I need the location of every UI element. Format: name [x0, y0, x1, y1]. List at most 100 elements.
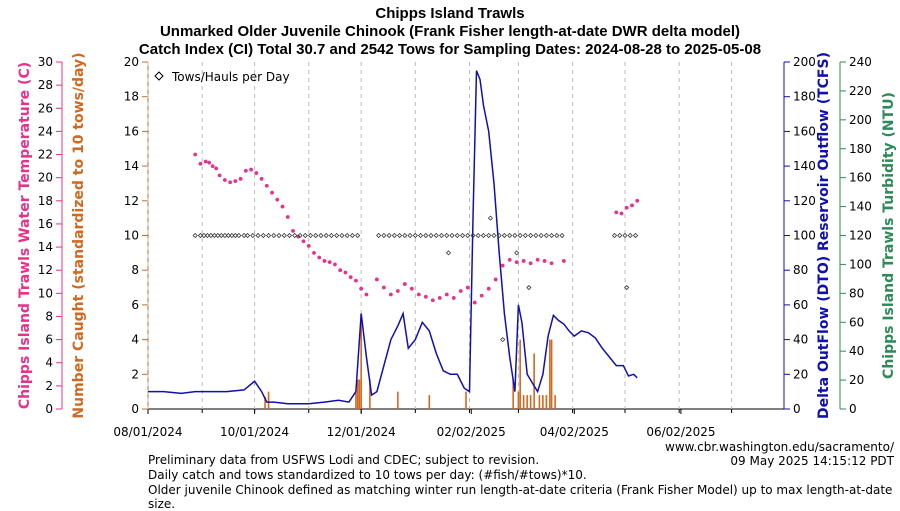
temperature-point: [388, 292, 393, 297]
tows-point: [554, 232, 560, 239]
tows-point: [229, 232, 235, 239]
catch-bar: [465, 391, 467, 409]
temperature-point: [296, 234, 301, 239]
temperature-point: [348, 275, 353, 280]
temperature-point: [430, 298, 435, 303]
temperature-point: [437, 296, 442, 300]
temperature-point: [285, 215, 290, 219]
tows-point: [222, 232, 228, 239]
temperature-point: [228, 180, 233, 185]
temperature-point: [291, 228, 295, 233]
y-tick-label: 120: [793, 194, 816, 208]
tows-point: [281, 232, 287, 239]
catch-bar: [554, 395, 556, 409]
tows-point: [402, 232, 408, 239]
tows-point: [465, 232, 471, 239]
catch-bar: [355, 391, 357, 409]
tows-point: [215, 232, 221, 239]
note-definition: Older juvenile Chinook defined as matchi…: [148, 483, 893, 511]
temperature-point: [423, 294, 428, 299]
tows-point: [438, 232, 445, 239]
temperature-point: [395, 289, 400, 293]
tows-point: [611, 232, 618, 239]
temperature-point: [233, 179, 238, 184]
y-tick-label: 0: [793, 402, 801, 416]
tows-point: [225, 232, 231, 239]
catch-bar: [360, 313, 362, 409]
temperature-point: [542, 259, 547, 263]
temperature-point: [327, 260, 332, 265]
temperature-point: [549, 261, 554, 266]
y-tick-label: 180: [849, 142, 872, 156]
tows-point: [397, 232, 403, 239]
y-tick-label: 160: [793, 124, 816, 138]
temperature-point: [614, 210, 619, 215]
right-inner-label: Delta OutFlow (DTO) Reservoir Outflow (T…: [816, 52, 832, 419]
tows-point: [617, 232, 623, 239]
y-tick-label: 12: [124, 194, 139, 208]
temperature-point: [301, 239, 306, 244]
temperature-point: [243, 168, 248, 173]
note-preliminary: Preliminary data from USFWS Lodi and CDE…: [148, 453, 540, 467]
catch-bar: [512, 379, 514, 409]
catch-bars: [264, 313, 556, 409]
tows-point: [445, 250, 452, 256]
temperature-point: [198, 161, 203, 166]
tows-point: [512, 232, 518, 239]
catch-bar: [529, 395, 532, 409]
note-standardized: Daily catch and tows standardized to 10 …: [148, 468, 587, 482]
y-tick-label: 60: [849, 315, 864, 329]
temperature-point: [479, 293, 484, 298]
tows-point: [271, 232, 277, 239]
x-tick-label: 02/02/2025: [437, 425, 506, 439]
temperature-point: [275, 197, 280, 202]
tows-point: [632, 232, 639, 239]
source-url[interactable]: www.cbr.washington.edu/sacramento/: [665, 440, 894, 454]
temperature-point: [217, 173, 222, 178]
tows-point: [255, 232, 261, 239]
temperature-point: [635, 198, 640, 203]
tows-point: [201, 232, 207, 239]
catch-bar: [397, 391, 399, 409]
catch-bar: [517, 391, 520, 409]
tows-point: [444, 232, 450, 239]
tows-point: [514, 250, 520, 256]
left-outer-label: Chipps Island Trawls Water Temperature (…: [17, 62, 33, 409]
y-tick-label: 20: [849, 373, 864, 387]
temperature-point: [521, 259, 526, 263]
temperature-point: [528, 261, 533, 266]
tows-point: [245, 232, 251, 239]
y-tick-label: 6: [45, 333, 53, 347]
y-tick-label: 22: [38, 148, 53, 162]
y-tick-label: 80: [793, 263, 808, 277]
temperature-point: [254, 171, 259, 175]
y-tick-label: 8: [45, 309, 53, 323]
tows-point: [381, 232, 387, 239]
y-tick-label: 4: [45, 356, 53, 370]
y-tick-label: 80: [849, 286, 864, 300]
temperature-point: [402, 282, 407, 286]
y-tick-label: 0: [45, 402, 53, 416]
temperature-point: [619, 211, 624, 216]
catch-bar: [264, 396, 266, 409]
temperature-point: [465, 285, 470, 290]
y-tick-label: 30: [38, 55, 53, 69]
temperature-point: [322, 259, 327, 263]
temperature-point: [416, 292, 421, 297]
tows-point: [496, 232, 502, 239]
tows-point: [624, 284, 630, 291]
y-tick-label: 200: [849, 113, 872, 127]
temperature-point: [338, 268, 343, 273]
tows-point: [549, 232, 555, 239]
y-tick-label: 14: [38, 240, 53, 254]
legend: Tows/Hauls per Day: [154, 70, 290, 84]
temperature-point: [306, 244, 311, 248]
temperature-point: [364, 292, 369, 297]
tows-point: [208, 232, 214, 239]
axes-layer: 08/01/2024 10/01/2024 12/01/2024 02/02/2025…: [17, 52, 897, 439]
temperature-point: [207, 160, 212, 165]
chart-catch-summary: Catch Index (CI) Total 30.7 and 2542 Tow…: [138, 41, 762, 58]
y-tick-label: 2: [45, 379, 53, 393]
temperature-point: [458, 289, 463, 293]
y-tick-label: 40: [849, 344, 864, 358]
